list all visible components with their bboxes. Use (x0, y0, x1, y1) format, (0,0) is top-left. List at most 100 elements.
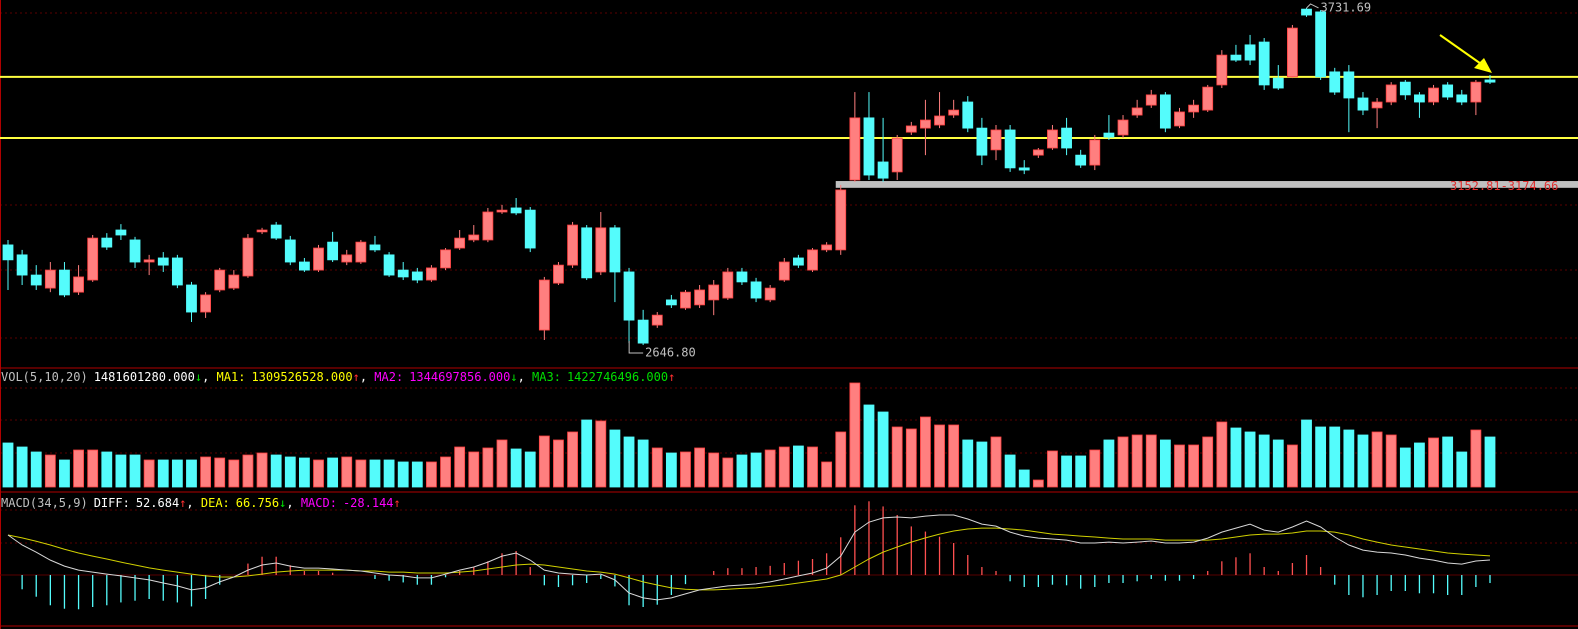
volume-bar (44, 454, 56, 488)
volume-bar (129, 454, 141, 488)
candle-body (1470, 81, 1482, 103)
candle-body (284, 239, 296, 263)
volume-bar (1470, 429, 1482, 488)
candle-body (1357, 97, 1369, 111)
arrow-line (1439, 34, 1485, 67)
candle-body (59, 269, 70, 296)
candle-body (355, 241, 367, 263)
candle-body (411, 271, 423, 281)
volume-bar (1414, 442, 1425, 488)
volume-bar (383, 459, 395, 488)
candle-body (553, 264, 564, 284)
candle-body (934, 115, 945, 126)
candle-body (1202, 86, 1214, 111)
candle-body (1075, 154, 1087, 166)
volume-bar (905, 428, 917, 488)
candle-body (1117, 119, 1129, 136)
volume-bar (101, 451, 113, 488)
candle-body (680, 291, 691, 309)
candle-body (1159, 94, 1171, 129)
candle-body (1442, 84, 1454, 98)
candle-body (1484, 79, 1496, 83)
volume-bar (891, 426, 903, 488)
volume-bar (1442, 436, 1454, 488)
readout-name: MACD: (301, 496, 337, 510)
candle-body (905, 125, 917, 133)
volume-bar (665, 452, 677, 488)
volume-bar (411, 461, 423, 488)
candle-body (990, 129, 1002, 151)
candle-body (214, 269, 226, 291)
zone-band (835, 181, 1578, 188)
candle-body (454, 237, 466, 249)
volume-bar (1244, 431, 1256, 488)
volume-bar (609, 429, 621, 488)
volume-bar (369, 459, 381, 488)
candle-body (496, 209, 508, 213)
volume-bar (750, 452, 762, 488)
volume-bar (1315, 426, 1327, 488)
candle-body (1315, 11, 1327, 78)
candle-body (468, 234, 480, 241)
readout-trend: ↑ (179, 496, 186, 510)
readout-trend: ↑ (394, 496, 401, 510)
volume-bar (1343, 429, 1355, 488)
volume-bar (496, 439, 508, 488)
candle-body (736, 271, 748, 283)
volume-bar (482, 447, 494, 488)
volume-bar (341, 456, 353, 488)
candle-body (750, 281, 762, 299)
candle-body (115, 229, 127, 236)
volume-bar (694, 447, 705, 488)
grid (0, 12, 1578, 544)
candle-body (976, 127, 988, 156)
candle-body (1371, 101, 1383, 109)
volume-bar (1188, 444, 1199, 488)
volume-bar (920, 416, 931, 488)
candle-body (369, 244, 381, 251)
volume-bar (1174, 444, 1185, 488)
volume-bar (849, 382, 861, 488)
volume-bar (440, 456, 451, 488)
readout-name: DIFF: (94, 496, 130, 510)
readout-value: 1422746496.000 (567, 370, 668, 384)
candle-body (665, 299, 677, 306)
volume-bar (736, 454, 748, 488)
candle-body (1258, 41, 1270, 86)
readout-trend: ↑ (668, 370, 675, 384)
volume-bar (976, 441, 988, 488)
candle-body (482, 211, 494, 241)
candle-body (1188, 104, 1199, 113)
volume-bar (778, 446, 790, 488)
volume-bar (1371, 431, 1383, 488)
volume-bar (1145, 434, 1157, 488)
candle-body (1018, 167, 1030, 171)
candle-body (694, 289, 705, 306)
indicator-header: MACD(34,5,9) DIFF: 52.684↑, DEA: 66.756↓, M… (1, 496, 401, 510)
candle-body (101, 237, 113, 248)
volume-bar (1329, 426, 1341, 488)
volume-bar (567, 431, 578, 488)
readout-name: MA2: (374, 370, 403, 384)
readout-name: MA3: (532, 370, 561, 384)
volume-bar (1032, 479, 1044, 488)
candle-body (186, 284, 197, 313)
volume-bar (426, 461, 437, 488)
volume-bar (1456, 451, 1468, 488)
volume-bar (623, 436, 635, 488)
volume-bar (1103, 439, 1115, 488)
volume-bar (313, 459, 324, 488)
volume-bar (1004, 454, 1016, 488)
volume-bar (1131, 434, 1143, 488)
volume-bar (538, 435, 550, 488)
candle-body (73, 276, 84, 293)
candle-body (1329, 71, 1341, 93)
candle-body (426, 267, 437, 281)
candle-body (341, 254, 353, 263)
candle-body (835, 189, 847, 251)
candle-body (581, 227, 593, 279)
candle-body (313, 247, 324, 271)
volume-bar (877, 411, 889, 488)
